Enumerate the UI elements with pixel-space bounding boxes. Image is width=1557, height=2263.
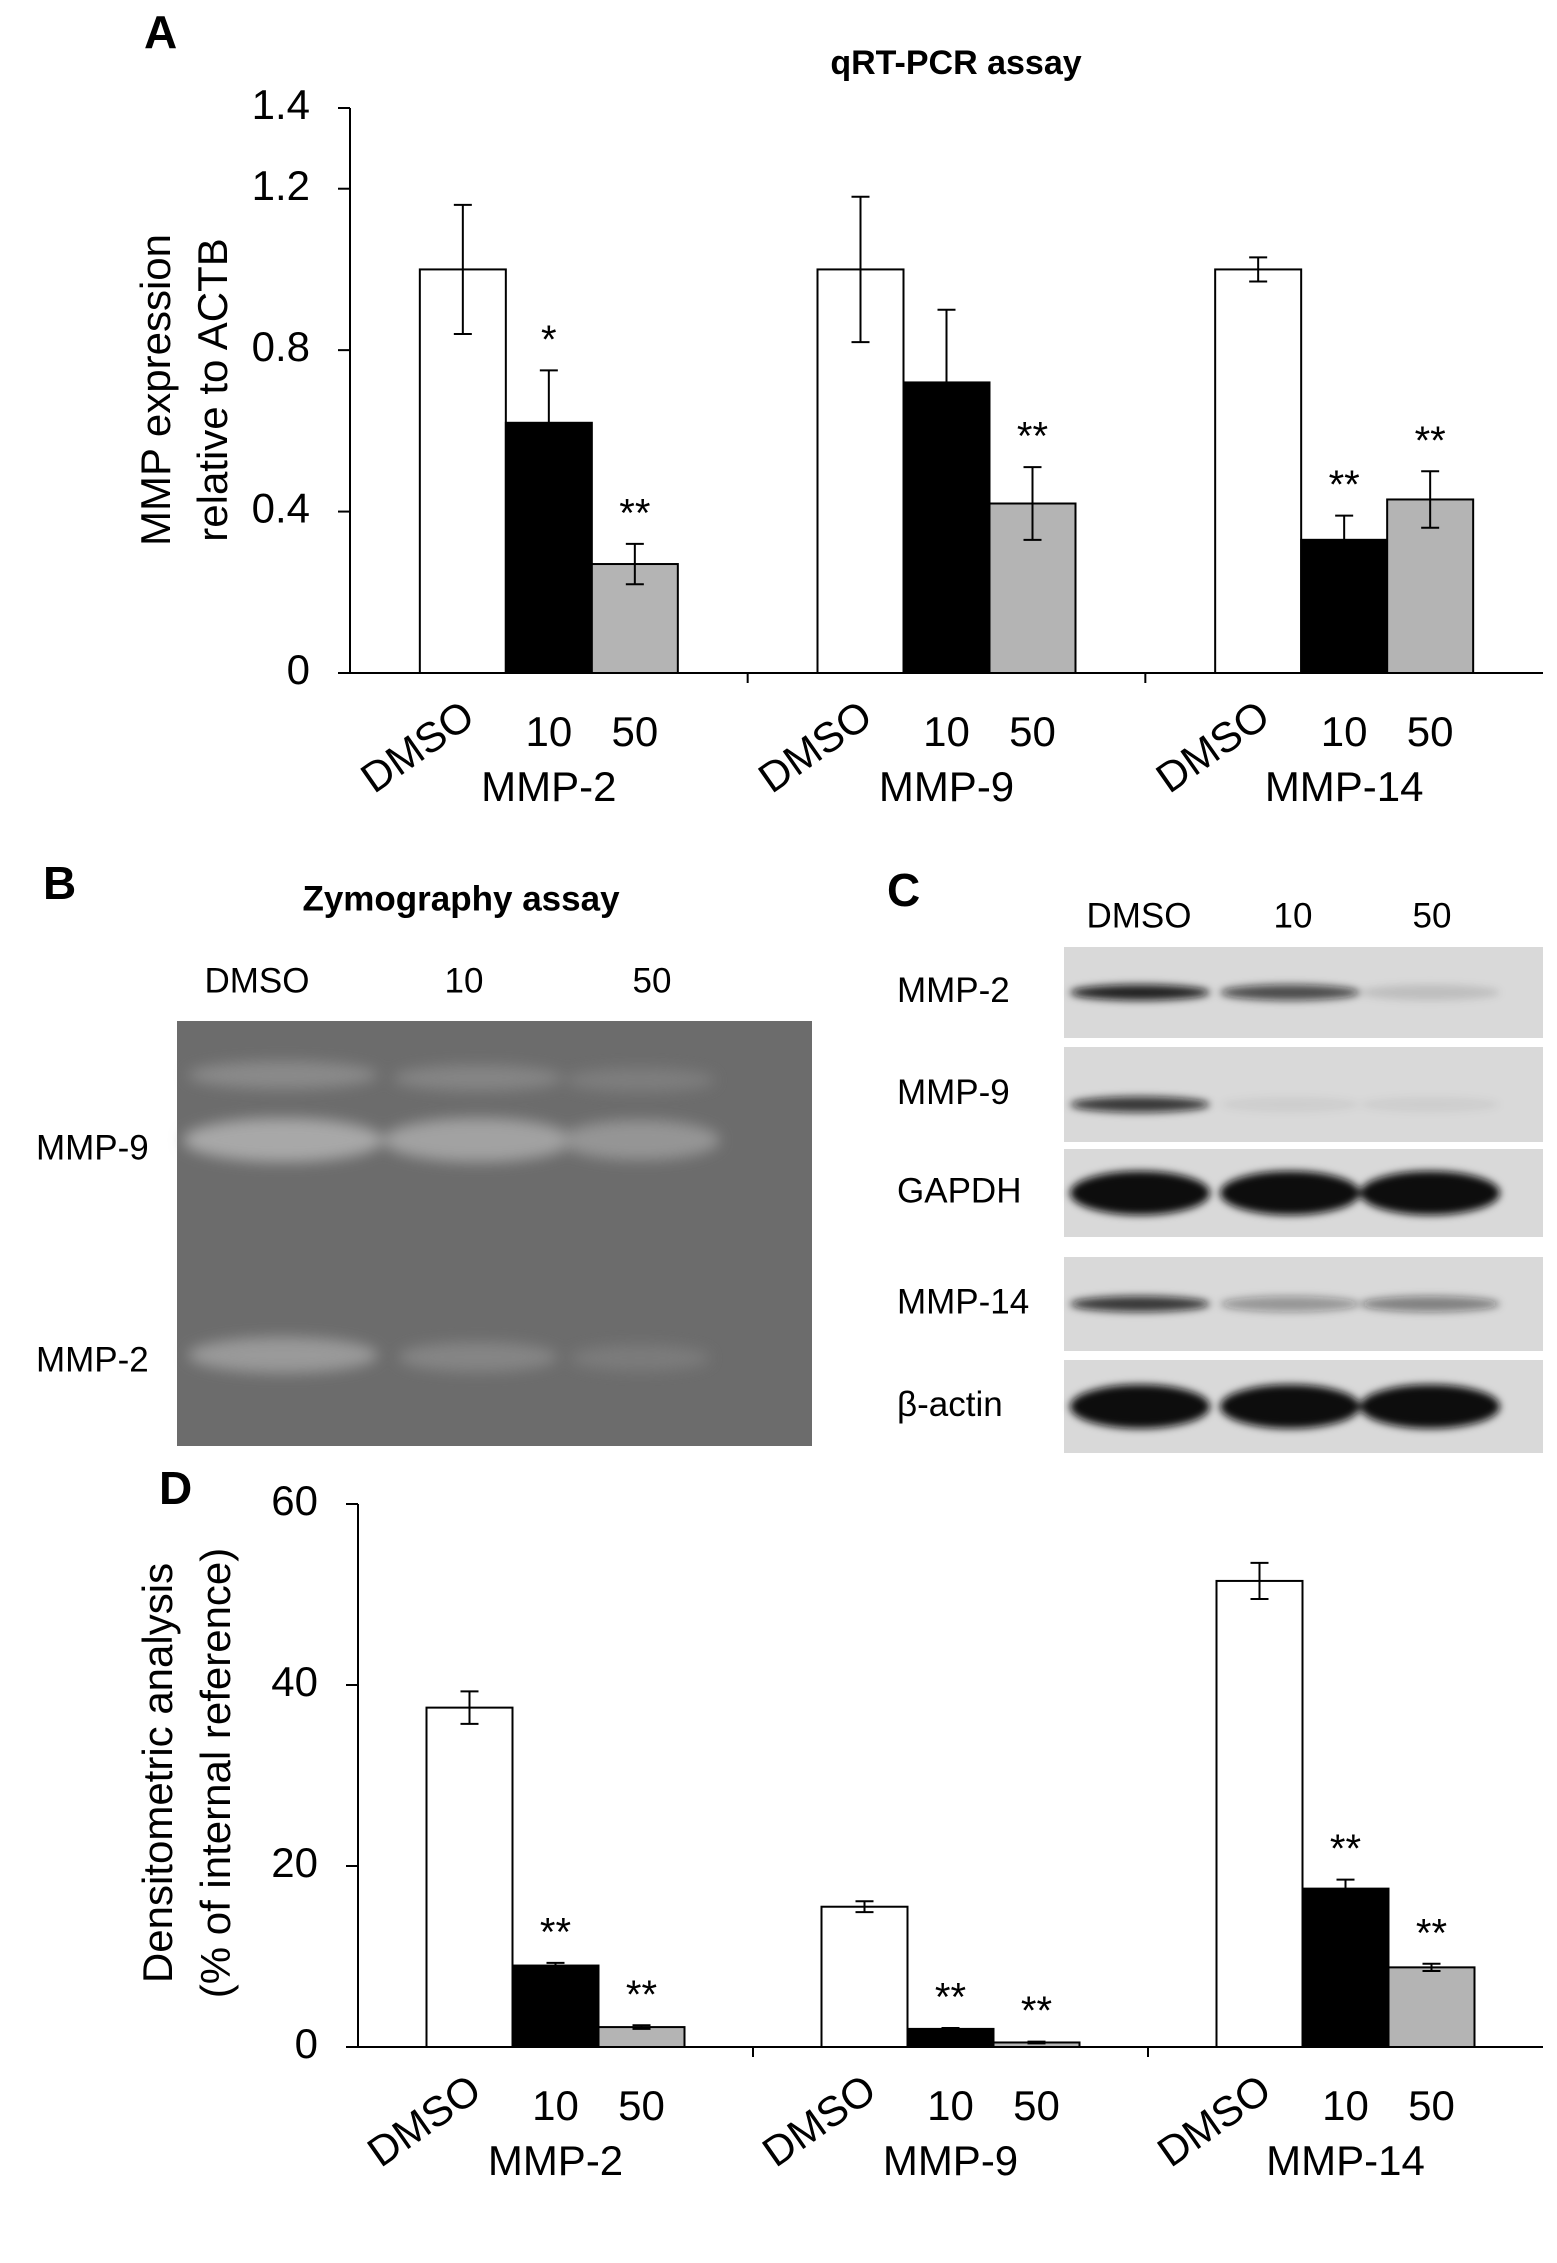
blot-band xyxy=(1220,1096,1360,1113)
significance-label: ** xyxy=(1017,415,1048,459)
panel-title: Zymography assay xyxy=(302,879,620,918)
bar xyxy=(1387,1966,1476,2048)
blot-band xyxy=(1220,984,1360,1001)
y-tick-label: 40 xyxy=(271,1658,318,1705)
bar-label: 10 xyxy=(923,708,970,755)
significance-label: ** xyxy=(1329,463,1360,507)
bar-label: 50 xyxy=(1407,708,1454,755)
lane-label: 10 xyxy=(1274,896,1313,935)
x-tick-label: MMP-9 xyxy=(883,2137,1018,2184)
bar-label: 50 xyxy=(618,2082,665,2129)
blot-band xyxy=(1360,1096,1500,1113)
bar-label: 10 xyxy=(1321,708,1368,755)
lane-label: DMSO xyxy=(1087,896,1192,935)
bar xyxy=(1301,1887,1390,2048)
lane-label: 50 xyxy=(633,961,672,1000)
blot-band xyxy=(1070,1296,1210,1312)
bar-label: 50 xyxy=(611,708,658,755)
significance-label: ** xyxy=(626,1973,657,2017)
bar xyxy=(418,268,507,674)
lane-label: DMSO xyxy=(205,961,310,1000)
panel-letter: A xyxy=(144,6,177,58)
row-label: β-actin xyxy=(897,1385,1003,1424)
blot-band xyxy=(1070,1384,1210,1429)
x-tick-label: MMP-14 xyxy=(1266,2137,1425,2184)
blot-bands xyxy=(1070,1296,1500,1312)
blot-band xyxy=(1360,1296,1500,1312)
bar-label: 10 xyxy=(525,708,572,755)
gel xyxy=(177,1021,812,1446)
y-tick-label: 0.4 xyxy=(252,485,310,532)
significance-label: ** xyxy=(1330,1827,1361,1871)
band-label: MMP-9 xyxy=(36,1128,149,1167)
significance-label: ** xyxy=(540,1910,571,1954)
x-tick-label: MMP-2 xyxy=(488,2137,623,2184)
y-tick-label: 60 xyxy=(271,1477,318,1524)
panel-letter: D xyxy=(159,1462,192,1514)
bar xyxy=(906,2027,995,2049)
row-label: MMP-9 xyxy=(897,1073,1010,1112)
zymography-panel: B Zymography assay DMSO 10 50 MMP-9 MMP-… xyxy=(36,857,812,1446)
y-axis-label: Densitometric analysis xyxy=(134,1563,181,1983)
blot-bands xyxy=(1070,1096,1500,1113)
blot-band xyxy=(1360,1171,1500,1215)
x-tick-label: MMP-2 xyxy=(481,763,616,810)
bar xyxy=(820,1905,909,2048)
blot xyxy=(1064,1047,1543,1142)
blot-band xyxy=(1220,1296,1360,1312)
bar xyxy=(425,1706,514,2048)
y-tick-label: 20 xyxy=(271,1839,318,1886)
bar-label: 10 xyxy=(927,2082,974,2129)
lane-label: 10 xyxy=(445,961,484,1000)
bar-label: 50 xyxy=(1408,2082,1455,2129)
x-tick-label: MMP-14 xyxy=(1265,763,1424,810)
blot-band xyxy=(1070,984,1210,1001)
y-axis-label: (% of internal reference) xyxy=(192,1548,239,1999)
chart-title: qRT-PCR assay xyxy=(830,44,1081,82)
significance-label: ** xyxy=(619,491,650,535)
y-tick-label: 1.2 xyxy=(252,162,310,209)
gel-bands xyxy=(183,1061,720,1373)
x-tick-label: MMP-9 xyxy=(879,763,1014,810)
blot-band xyxy=(1220,1384,1360,1429)
y-axis-label: MMP expression xyxy=(132,234,179,546)
significance-label: * xyxy=(541,318,557,362)
significance-label: ** xyxy=(1021,1989,1052,2033)
blot-bands xyxy=(1070,1171,1500,1215)
significance-label: ** xyxy=(1416,1911,1447,1955)
bar xyxy=(597,2026,686,2048)
blot-band xyxy=(1360,984,1500,1001)
blot-bands xyxy=(1070,1384,1500,1429)
bar-label: 10 xyxy=(532,2082,579,2129)
panel-letter: C xyxy=(887,864,920,916)
significance-label: ** xyxy=(1415,419,1446,463)
row-label: MMP-2 xyxy=(897,971,1010,1010)
band-label: MMP-2 xyxy=(36,1340,149,1379)
blot-band xyxy=(1070,1096,1210,1113)
blot-band xyxy=(1360,1384,1500,1429)
bar-label: 10 xyxy=(1322,2082,1369,2129)
western-blot-panel: C DMSO 10 50 MMP-2 MMP-9 GAPDH MMP-14 β-acti… xyxy=(887,864,1543,1453)
row-label: MMP-14 xyxy=(897,1282,1029,1321)
blot-band xyxy=(1220,1171,1360,1215)
blot-bands xyxy=(1070,984,1500,1001)
bar-label: 50 xyxy=(1013,2082,1060,2129)
bar xyxy=(511,1964,600,2049)
blot-band xyxy=(1070,1171,1210,1215)
lane-label: 50 xyxy=(1413,896,1452,935)
bar-label: 50 xyxy=(1009,708,1056,755)
bar xyxy=(1215,1579,1304,2049)
bar xyxy=(1214,268,1303,674)
row-label: GAPDH xyxy=(897,1171,1021,1210)
y-tick-label: 0.8 xyxy=(252,323,310,370)
panel-letter: B xyxy=(43,857,76,909)
y-tick-label: 0 xyxy=(295,2020,318,2067)
significance-label: ** xyxy=(935,1976,966,2020)
y-tick-label: 1.4 xyxy=(252,81,310,128)
y-axis-label: relative to ACTB xyxy=(189,238,236,541)
y-tick-label: 0 xyxy=(287,646,310,693)
